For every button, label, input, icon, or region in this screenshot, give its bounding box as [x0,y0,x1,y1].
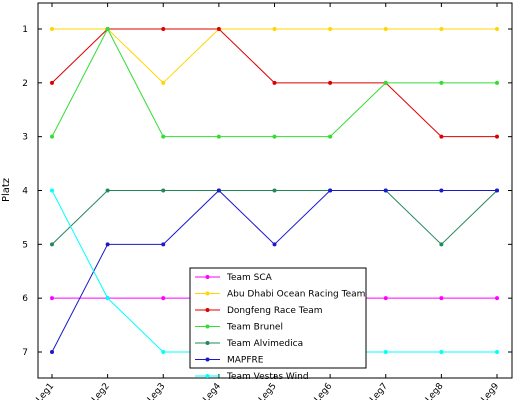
data-point [161,296,166,301]
legend-swatch-marker [205,374,210,378]
data-point [439,296,444,301]
data-point [439,80,444,85]
legend-item: Abu Dhabi Ocean Racing Team [195,290,365,300]
data-point [216,27,221,31]
legend: Team SCA Abu Dhabi Ocean Racing Team Dongf… [189,267,367,382]
x-tick-label: Leg6 [313,381,335,400]
data-point [328,134,333,139]
legend-item: MAPFRE [195,356,264,366]
data-point [161,27,166,31]
legend-swatch-marker [205,275,210,279]
series-team-brunel [50,27,499,139]
y-tick-label: 4 [22,187,28,197]
legend-item: Dongfeng Race Team [195,306,323,316]
legend-swatch-marker [205,341,210,345]
legend-box [189,267,367,369]
data-point [328,188,333,193]
data-point [105,296,110,301]
y-tick-label: 6 [22,294,28,304]
data-point [50,80,54,85]
data-point [383,27,388,31]
data-point [272,242,277,247]
legend-item: Team Vestas Wind [195,372,309,382]
data-point [105,27,110,31]
legend-item: Team Alvimedica [195,339,303,349]
data-point [50,296,54,301]
legend-swatch-marker [205,291,210,296]
legend-swatch-marker [205,324,210,329]
y-axis: 1 2 3 4 5 6 7 [22,25,512,358]
data-point [383,80,388,85]
legend-swatch-marker [205,308,210,312]
data-point [439,242,444,247]
data-point [272,27,277,31]
legend-label: MAPFRE [227,356,264,366]
data-point [272,80,277,85]
y-tick-label: 7 [22,348,28,358]
data-point [495,350,499,354]
data-point [50,242,54,247]
data-point [495,188,499,193]
x-tick-label: Leg5 [257,382,279,400]
data-point [216,188,221,193]
x-tick-label: Leg2 [90,382,112,400]
y-tick-label: 1 [22,25,28,35]
x-tick-label: Leg8 [424,381,446,400]
x-tick-label: Leg3 [146,382,168,400]
legend-item: Team Brunel [195,323,283,333]
legend-label: Team SCA [226,273,273,283]
x-tick-label: Leg7 [368,382,390,400]
data-point [50,27,54,31]
data-point [272,134,277,139]
data-point [328,27,333,31]
series-mapfre [50,188,499,354]
data-point [439,350,444,354]
legend-label: Team Vestas Wind [226,372,309,382]
x-tick-label: Leg4 [201,381,223,400]
data-point [272,188,277,193]
data-point [50,188,54,193]
data-point [383,188,388,193]
data-point [495,27,499,31]
data-point [161,134,166,139]
y-tick-label: 5 [22,240,28,250]
data-point [50,134,54,139]
legend-item: Team SCA [195,273,273,283]
data-point [161,242,166,247]
data-point [328,80,333,85]
data-point [495,80,499,85]
data-point [495,296,499,301]
x-tick-label: Leg9 [480,381,502,400]
legend-swatch-marker [205,357,210,362]
y-axis-title: Platz [1,178,12,202]
data-point [105,188,110,193]
legend-label: Dongfeng Race Team [227,306,323,316]
legend-label: Team Brunel [226,323,283,333]
y-tick-label: 3 [22,133,28,143]
x-tick-label: Leg1 [35,382,57,400]
data-point [161,350,166,354]
data-point [50,350,54,354]
data-point [105,242,110,247]
data-point [383,296,388,301]
data-point [383,350,388,354]
data-point [216,134,221,139]
data-point [439,188,444,193]
legend-label: Abu Dhabi Ocean Racing Team [227,290,365,300]
data-point [439,134,444,139]
y-tick-label: 2 [22,79,28,89]
legend-label: Team Alvimedica [226,339,303,349]
data-point [161,188,166,193]
data-point [161,80,166,85]
data-point [495,134,499,139]
data-point [439,27,444,31]
series-layer [50,27,499,354]
